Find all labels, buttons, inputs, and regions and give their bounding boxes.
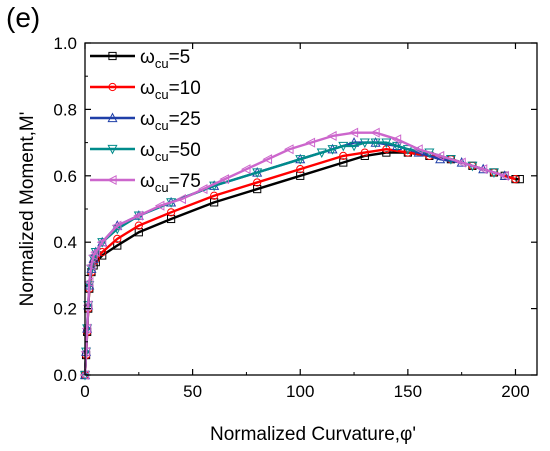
y-tick-label: 1.0	[53, 34, 77, 53]
series-5-point	[348, 127, 359, 138]
series-4-point	[327, 145, 338, 155]
series-5-point	[111, 220, 122, 231]
y-tick-label: 0.0	[53, 366, 77, 385]
legend-entry-4: ωcu=50	[90, 140, 201, 164]
series-2-point	[382, 145, 391, 154]
series-1-point	[296, 171, 305, 180]
series-5-point	[83, 277, 94, 288]
series-5-point	[499, 170, 509, 181]
series-5-point	[327, 130, 337, 141]
series-5-point	[413, 144, 423, 155]
series-5-line	[83, 131, 506, 376]
legend-label: ωcu=10	[140, 78, 201, 102]
x-tick-label: 150	[394, 382, 422, 401]
series-5-point	[133, 210, 143, 221]
series-5-point	[81, 323, 92, 334]
x-tick-label: 0	[80, 382, 89, 401]
x-tick-label: 200	[501, 382, 529, 401]
series-1-point	[210, 198, 219, 207]
series-2-point	[511, 175, 520, 184]
series-2-point	[296, 165, 305, 174]
panel-label: (e)	[6, 2, 41, 33]
series-2-point	[166, 208, 176, 217]
legend-entry-3: ωcu=25	[90, 109, 201, 133]
x-tick-label: 100	[286, 382, 314, 401]
series-5-point	[197, 184, 208, 195]
series-4-point	[252, 168, 263, 178]
series-5-point	[391, 134, 402, 145]
series-4-point	[90, 248, 101, 258]
axes-layer: 0 50 100 150 200 0.0 0.2 0.4 0.6 0.8 1.0 Normalized…	[17, 34, 538, 445]
legend-entry-5: ωcu=75	[90, 171, 201, 195]
series-4-point	[392, 141, 403, 152]
series-5-point	[262, 154, 273, 165]
series-5-point	[96, 237, 107, 248]
series-4-point	[349, 141, 360, 152]
series-1-point	[339, 158, 348, 167]
series-1-point	[113, 241, 122, 250]
series-4-point	[97, 238, 108, 248]
series-1-point	[253, 184, 262, 194]
series-5-point	[85, 260, 96, 271]
series-4-point	[359, 138, 370, 149]
series-4-point	[295, 155, 306, 165]
series-2-point	[339, 151, 348, 160]
series-layer	[79, 127, 524, 381]
series-2-point	[134, 221, 143, 230]
x-axis-label: Normalized Curvature,φ'	[210, 424, 416, 445]
y-tick-label: 0.4	[53, 233, 77, 252]
legend-swatch-marker	[108, 82, 117, 92]
series-5-point	[434, 150, 445, 161]
series-5-point	[154, 200, 165, 211]
series-5-point	[477, 164, 488, 175]
x-tick-label: 50	[183, 382, 202, 401]
series-4-point	[402, 145, 413, 155]
legend-swatch-marker	[107, 144, 118, 155]
series-4-point	[316, 148, 327, 159]
y-tick-label: 0.6	[53, 167, 77, 186]
series-5	[79, 127, 509, 381]
legend-entry-2: ωcu=10	[90, 78, 201, 102]
legend-entry-1: ωcu=5	[90, 47, 190, 71]
series-5-point	[305, 137, 316, 148]
series-1-point	[515, 175, 524, 184]
y-tick-label: 0.2	[53, 300, 77, 319]
legend-label: ωcu=75	[140, 171, 201, 195]
legend-swatch-marker	[108, 51, 117, 61]
series-4-point	[370, 138, 381, 149]
legend-label: ωcu=5	[140, 47, 190, 71]
series-5-point	[80, 346, 91, 357]
series-5-point	[240, 164, 251, 175]
series-5-point	[219, 174, 230, 185]
series-1-point	[166, 214, 176, 224]
series-5-point	[456, 157, 466, 168]
series-2-point	[210, 191, 219, 200]
series-5-point	[284, 144, 294, 155]
legend-label: ωcu=25	[140, 109, 201, 133]
series-2-point	[360, 148, 369, 157]
legend-swatch-marker	[107, 174, 117, 186]
series-2-point	[253, 178, 262, 187]
legend-swatch-marker	[107, 112, 118, 123]
series-1-point	[134, 228, 143, 237]
legend: ωcu=5 ωcu=10 ωcu=25 ωcu=50 ωcu=75	[90, 47, 201, 195]
y-tick-label: 0.8	[53, 100, 77, 119]
series-5-point	[90, 247, 100, 258]
legend-label: ωcu=50	[140, 140, 201, 164]
y-axis-label: Normalized Moment,M'	[17, 112, 38, 307]
series-5-point	[82, 300, 93, 311]
series-4-point	[338, 141, 349, 152]
series-2-point	[113, 234, 122, 243]
series-5-point	[176, 194, 186, 205]
series-4-point	[381, 138, 392, 149]
series-5-point	[370, 127, 380, 138]
